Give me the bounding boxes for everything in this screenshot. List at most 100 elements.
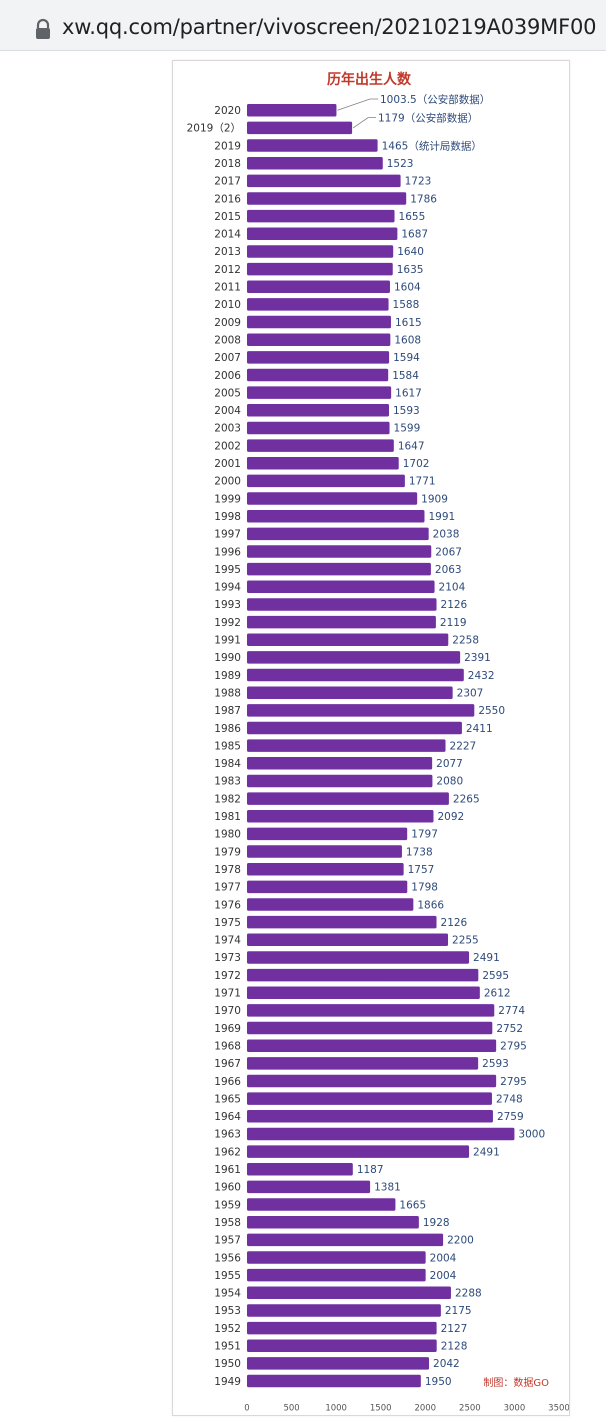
category-label: 2003 xyxy=(214,423,241,435)
bar xyxy=(247,227,398,241)
x-tick-label: 0 xyxy=(244,1403,249,1413)
value-label: 1608 xyxy=(394,334,421,346)
value-label: 1465（统计局数据） xyxy=(382,139,482,152)
value-label: 1950 xyxy=(425,1376,452,1388)
bar xyxy=(247,1215,419,1229)
value-label: 1723 xyxy=(405,176,432,188)
url-text: xw.qq.com/partner/vivoscreen/20210219A03… xyxy=(62,15,597,39)
category-label: 2016 xyxy=(214,193,241,205)
bar xyxy=(247,827,408,841)
birth-count-bar-chart: 历年出生人数 20202019（2）2019201820172016201520… xyxy=(187,71,570,1413)
value-label: 1786 xyxy=(410,193,437,205)
value-label: 2307 xyxy=(457,687,484,699)
category-label: 1955 xyxy=(214,1270,241,1282)
bar xyxy=(247,721,462,735)
category-label: 1993 xyxy=(214,599,241,611)
source-note: 制图：数据GO xyxy=(483,1376,549,1389)
bar xyxy=(247,1074,497,1088)
bar xyxy=(247,1304,441,1317)
bar xyxy=(247,209,395,223)
category-label: 1959 xyxy=(214,1199,241,1211)
value-label: 1640 xyxy=(397,246,424,258)
bar xyxy=(247,862,404,876)
value-label: 2491 xyxy=(473,1146,500,1158)
bar xyxy=(247,810,434,823)
bar xyxy=(247,968,479,982)
value-label: 2288 xyxy=(455,1288,482,1300)
category-label: 1984 xyxy=(214,758,241,770)
bar xyxy=(247,1198,396,1211)
category-label: 1990 xyxy=(214,652,241,664)
category-label: 1956 xyxy=(214,1252,241,1264)
bar xyxy=(247,545,432,558)
value-label: 3000 xyxy=(518,1129,545,1141)
value-label: 1647 xyxy=(398,440,425,452)
category-label: 1965 xyxy=(214,1093,241,1105)
category-label: 1963 xyxy=(214,1129,241,1141)
category-label: 2004 xyxy=(214,405,241,417)
bar xyxy=(247,509,425,523)
category-label: 2018 xyxy=(214,158,241,170)
bar xyxy=(247,351,390,364)
chart-container: 历年出生人数 2020 2019（2） 2019 2018 2017 2016 2015 20… xyxy=(172,60,570,1416)
category-label: 1998 xyxy=(214,511,241,523)
bar xyxy=(247,1110,493,1123)
category-label: 2000 xyxy=(214,476,241,488)
bar xyxy=(247,757,433,770)
value-label: 1593 xyxy=(393,405,420,417)
category-label: 1973 xyxy=(214,952,241,964)
category-label: 2005 xyxy=(214,387,241,399)
value-label: 2258 xyxy=(452,635,479,647)
bar xyxy=(247,933,449,947)
value-label: 2004 xyxy=(430,1270,457,1282)
bar xyxy=(247,421,390,435)
category-label: 2006 xyxy=(214,370,241,382)
value-label: 1655 xyxy=(399,211,426,223)
category-label: 1996 xyxy=(214,546,241,558)
category-label: 1966 xyxy=(214,1076,241,1088)
category-label: 1986 xyxy=(214,723,241,735)
value-label: 2127 xyxy=(441,1323,468,1335)
bar xyxy=(247,562,431,576)
category-label: 1958 xyxy=(214,1217,241,1229)
category-label: 2020 xyxy=(214,105,241,117)
bar xyxy=(247,1268,426,1282)
bar xyxy=(247,880,408,894)
value-label: 2795 xyxy=(500,1076,527,1088)
bar xyxy=(247,986,480,999)
bar xyxy=(247,1127,515,1141)
bar xyxy=(247,492,418,505)
bar xyxy=(247,1357,430,1370)
category-label: 1954 xyxy=(214,1288,241,1300)
x-tick-label: 2500 xyxy=(459,1403,481,1413)
leader-line xyxy=(337,98,378,111)
value-label: 1702 xyxy=(403,458,430,470)
value-label: 2411 xyxy=(466,723,493,735)
x-tick-label: 2000 xyxy=(414,1403,436,1413)
value-label: 1687 xyxy=(401,229,428,241)
browser-address-bar[interactable]: xw.qq.com/partner/vivoscreen/20210219A03… xyxy=(0,0,606,51)
category-label: 1969 xyxy=(214,1023,241,1035)
bar xyxy=(247,174,401,188)
value-label: 2795 xyxy=(500,1040,527,1052)
bar xyxy=(247,598,437,611)
value-label: 2128 xyxy=(441,1341,468,1353)
lock-icon xyxy=(36,18,50,39)
category-label: 1989 xyxy=(214,670,241,682)
value-label: 1771 xyxy=(409,476,436,488)
bar xyxy=(247,139,378,152)
bar xyxy=(247,1374,421,1388)
bar xyxy=(247,245,394,258)
x-tick-label: 1000 xyxy=(325,1403,347,1413)
category-label: 1987 xyxy=(214,705,241,717)
category-label: 2017 xyxy=(214,176,241,188)
url-field[interactable]: xw.qq.com/partner/vivoscreen/20210219A03… xyxy=(6,5,600,43)
value-label: 1665 xyxy=(399,1199,426,1211)
bar xyxy=(247,633,449,646)
bar xyxy=(247,774,433,788)
x-tick-label: 3500 xyxy=(548,1403,569,1413)
value-label: 2104 xyxy=(439,582,466,594)
bar xyxy=(247,898,414,911)
bar xyxy=(247,298,389,311)
chart-title: 历年出生人数 xyxy=(327,71,412,88)
